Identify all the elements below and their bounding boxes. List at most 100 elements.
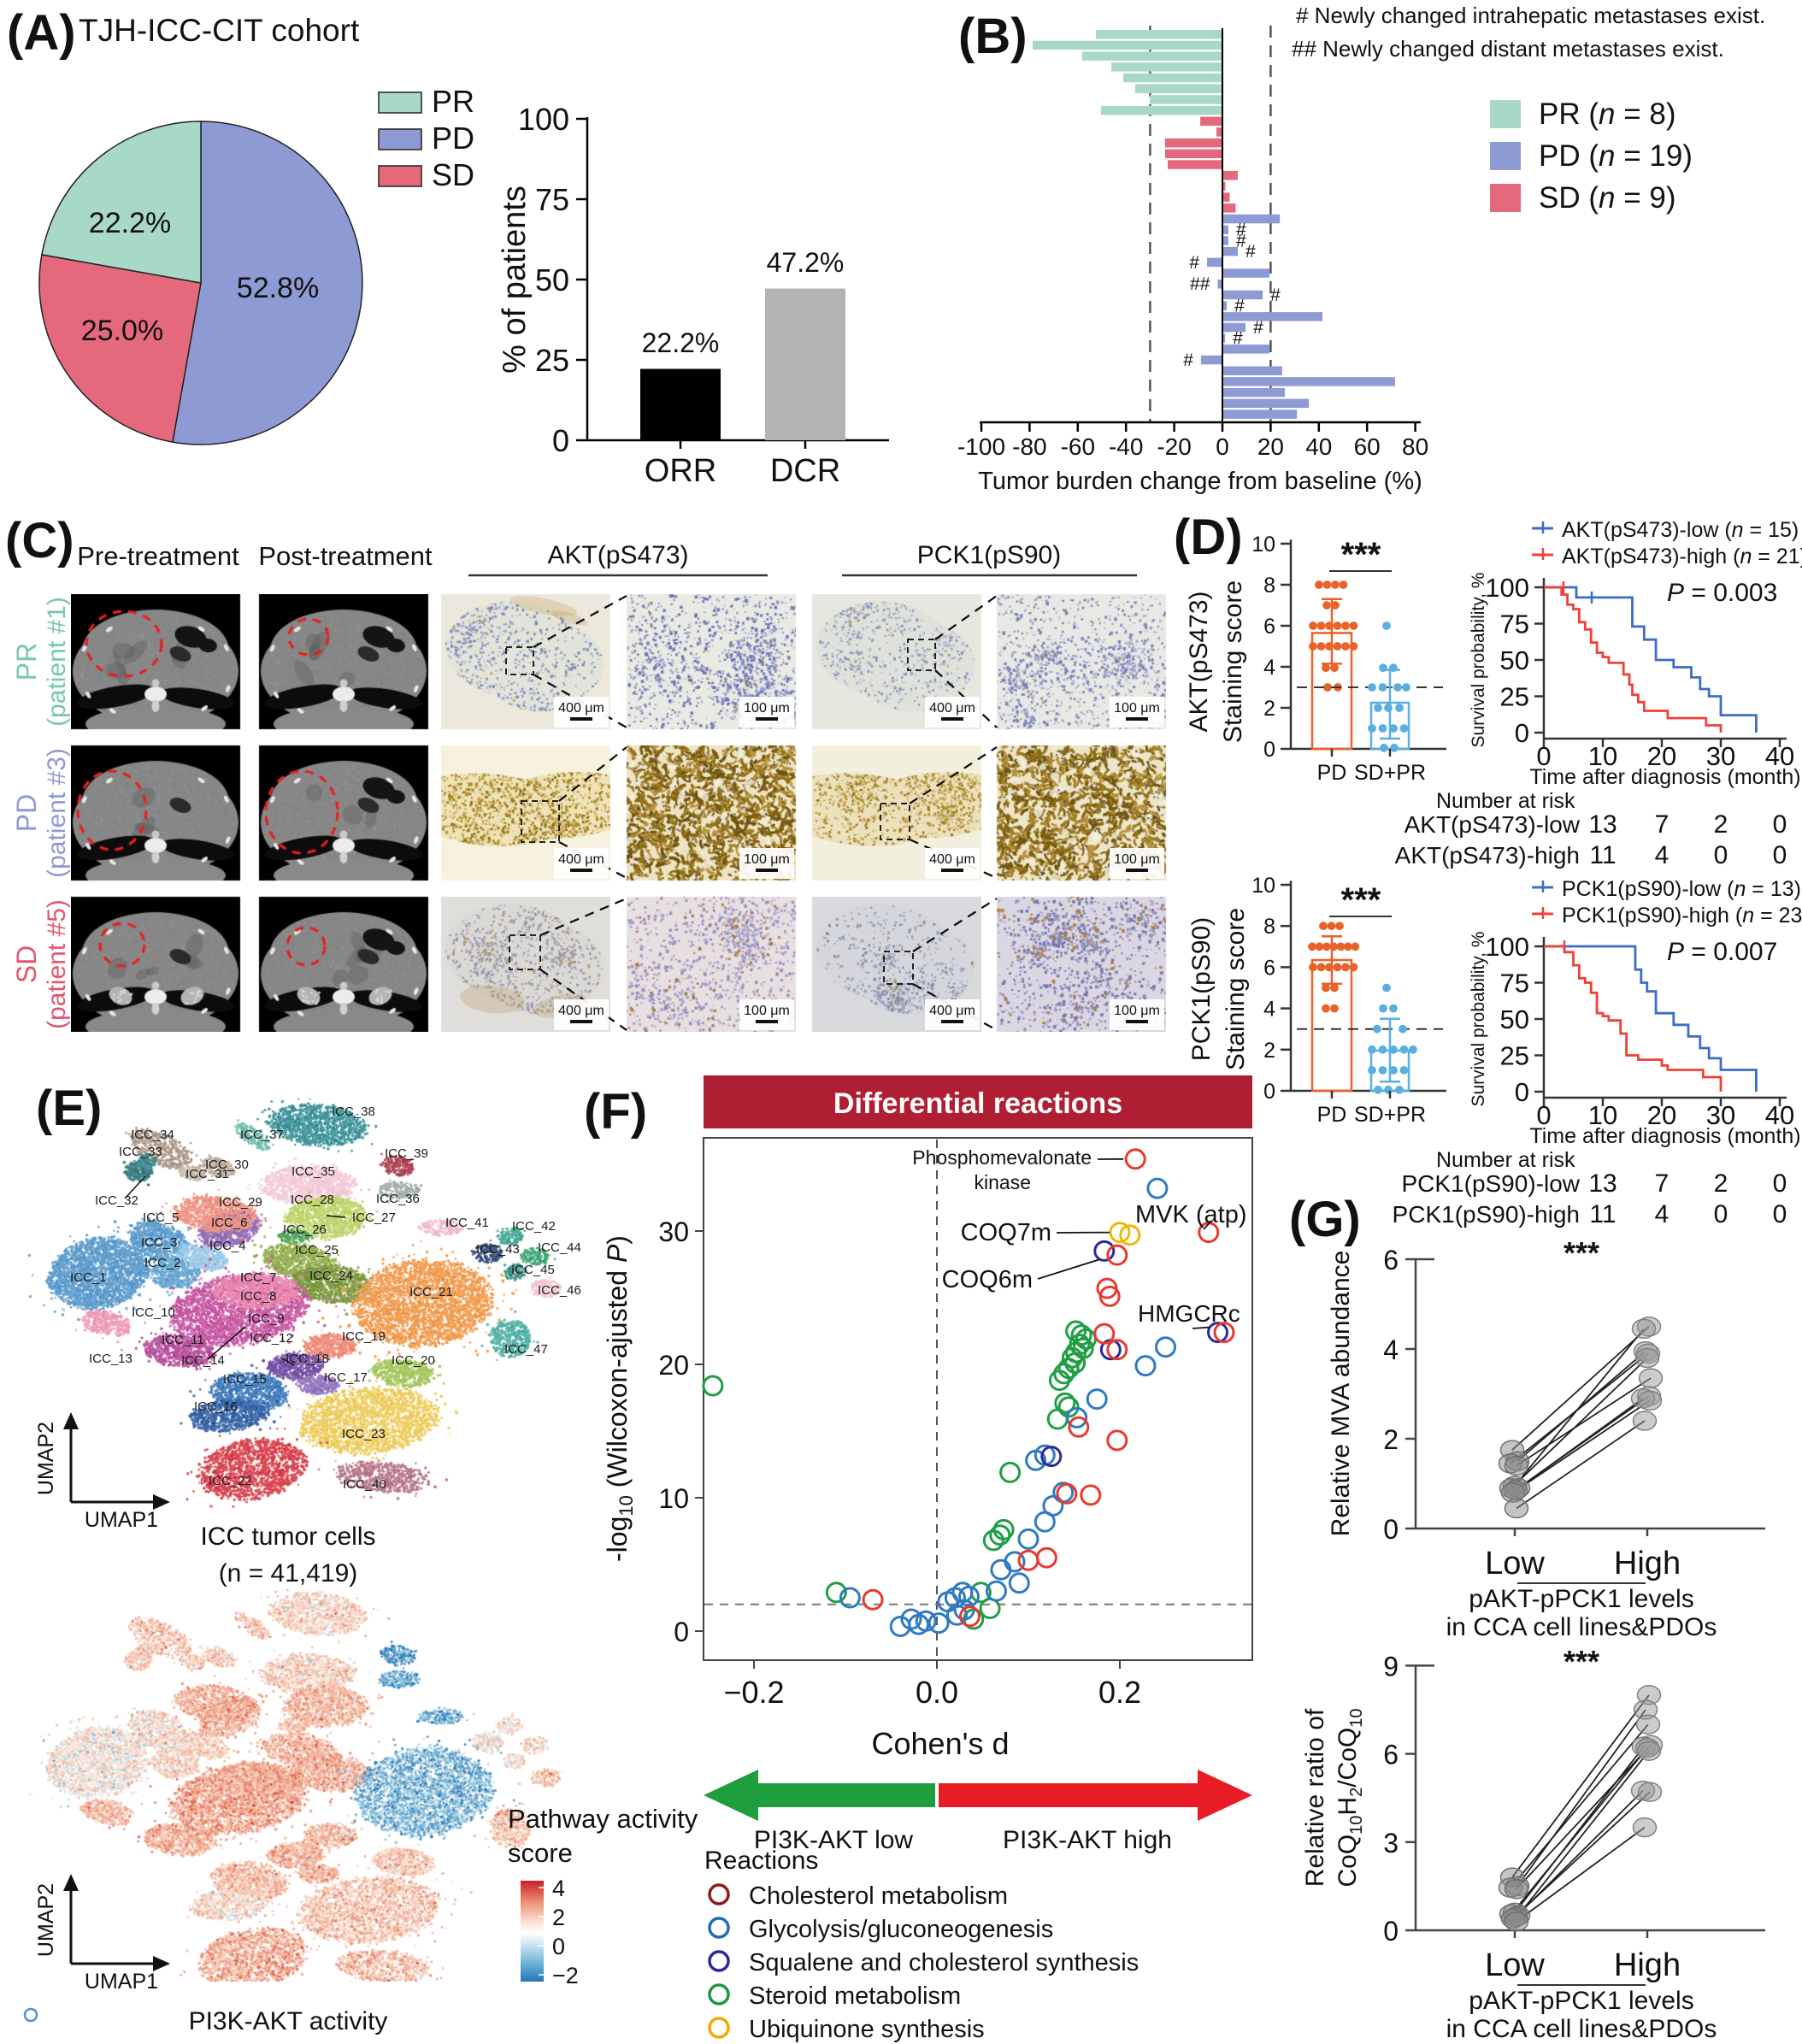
svg-text:UMAP2: UMAP2: [34, 1422, 58, 1495]
svg-text:0: 0: [1515, 718, 1529, 748]
svg-text:10: 10: [1251, 874, 1275, 898]
svg-text:Survival probability, %: Survival probability, %: [1469, 572, 1488, 747]
svg-text:ICC_13: ICC_13: [89, 1352, 132, 1366]
svg-text:PI3K-AKT activity: PI3K-AKT activity: [189, 2007, 388, 2035]
svg-text:-80: -80: [1012, 433, 1046, 460]
svg-text:100 μm: 100 μm: [744, 852, 790, 867]
svg-text:High: High: [1614, 1546, 1681, 1582]
svg-text:#: #: [1270, 286, 1281, 305]
svg-text:6: 6: [1263, 956, 1275, 980]
svg-text:0.0: 0.0: [916, 1675, 958, 1710]
svg-text:400 μm: 400 μm: [558, 701, 604, 716]
svg-text:0: 0: [1714, 841, 1728, 869]
svg-text:13: 13: [1588, 810, 1616, 839]
svg-text:100: 100: [518, 102, 569, 137]
svg-text:4: 4: [1263, 656, 1275, 680]
svg-text:PCK1(pS90): PCK1(pS90): [1187, 917, 1216, 1061]
svg-text:ICC_29: ICC_29: [219, 1195, 262, 1210]
svg-text:(B): (B): [958, 9, 1028, 64]
svg-text:ICC_11: ICC_11: [162, 1333, 204, 1347]
svg-text:DCR: DCR: [770, 453, 840, 489]
svg-text:0: 0: [1773, 841, 1787, 869]
svg-text:9: 9: [1383, 1651, 1399, 1682]
svg-text:ICC_33: ICC_33: [119, 1145, 162, 1159]
svg-text:ICC_7: ICC_7: [240, 1270, 277, 1285]
svg-text:(patient #5): (patient #5): [43, 899, 71, 1029]
svg-text:47.2%: 47.2%: [767, 247, 845, 278]
svg-text:SD+PR: SD+PR: [1354, 761, 1426, 785]
svg-text:400 μm: 400 μm: [929, 852, 975, 867]
svg-text:0: 0: [1536, 1100, 1551, 1130]
svg-text:ICC_20: ICC_20: [392, 1353, 435, 1368]
svg-text:ICC_15: ICC_15: [223, 1372, 267, 1387]
svg-text:(G): (G): [1289, 1192, 1361, 1247]
svg-text:UMAP2: UMAP2: [34, 1883, 58, 1957]
svg-text:100: 100: [1485, 932, 1529, 962]
svg-text:30: 30: [1706, 1100, 1735, 1130]
svg-text:PCK1(pS90)-low: PCK1(pS90)-low: [1401, 1170, 1580, 1197]
svg-text:400 μm: 400 μm: [558, 1004, 604, 1018]
svg-text:PD (n = 19): PD (n = 19): [1539, 139, 1693, 173]
svg-text:ICC_23: ICC_23: [342, 1427, 386, 1441]
svg-text:#: #: [1236, 221, 1246, 240]
svg-text:0: 0: [552, 423, 569, 458]
svg-text:ICC_43: ICC_43: [476, 1242, 520, 1257]
svg-text:2: 2: [1383, 1424, 1399, 1455]
svg-text:ICC_35: ICC_35: [292, 1164, 335, 1179]
svg-text:52.8%: 52.8%: [237, 272, 319, 304]
svg-text:2: 2: [1263, 1039, 1275, 1063]
svg-text:UMAP1: UMAP1: [85, 1970, 158, 1994]
svg-text:ICC_18: ICC_18: [286, 1352, 329, 1366]
svg-text:40: 40: [1305, 433, 1332, 460]
svg-text:10: 10: [1588, 741, 1617, 771]
svg-text:-100: -100: [957, 433, 1005, 460]
svg-text:20: 20: [1257, 433, 1284, 460]
svg-text:Staining score: Staining score: [1219, 580, 1247, 743]
svg-text:MVK (atp): MVK (atp): [1135, 1201, 1247, 1228]
svg-text:0: 0: [1773, 810, 1787, 839]
svg-text:ICC_46: ICC_46: [538, 1283, 581, 1298]
svg-text:P = 0.003: P = 0.003: [1667, 579, 1777, 607]
svg-text:-40: -40: [1109, 433, 1143, 460]
svg-text:-60: -60: [1061, 433, 1095, 460]
svg-text:Relative ratio of: Relative ratio of: [1301, 1708, 1329, 1887]
svg-text:4: 4: [552, 1876, 565, 1901]
svg-text:## Newly changed distant metas: ## Newly changed distant metastases exis…: [1292, 36, 1724, 62]
svg-text:##: ##: [1190, 274, 1210, 294]
svg-text:22.2%: 22.2%: [642, 327, 720, 358]
svg-text:Number at risk: Number at risk: [1436, 789, 1575, 813]
svg-text:ICC_9: ICC_9: [248, 1311, 285, 1326]
svg-text:25: 25: [1500, 682, 1529, 712]
svg-text:PR: PR: [432, 84, 474, 119]
svg-text:Reactions: Reactions: [704, 1847, 818, 1875]
svg-text:Time after diagnosis (month): Time after diagnosis (month): [1529, 765, 1800, 789]
svg-text:ICC_28: ICC_28: [291, 1193, 334, 1207]
svg-text:AKT(pS473): AKT(pS473): [547, 541, 688, 569]
svg-text:UMAP1: UMAP1: [85, 1508, 158, 1532]
svg-text:COQ7m: COQ7m: [961, 1219, 1051, 1246]
svg-text:ICC_39: ICC_39: [385, 1146, 428, 1161]
svg-text:#: #: [1236, 231, 1246, 250]
svg-text:# Newly changed intrahepatic m: # Newly changed intrahepatic metastases …: [1296, 3, 1765, 28]
svg-text:AKT(pS473)-low (n = 15): AKT(pS473)-low (n = 15): [1562, 518, 1799, 542]
svg-text:ICC_34: ICC_34: [131, 1128, 174, 1142]
svg-text:7: 7: [1655, 810, 1670, 839]
svg-text:SD (n = 9): SD (n = 9): [1539, 181, 1675, 215]
svg-text:HMGCRc: HMGCRc: [1138, 1300, 1240, 1327]
svg-text:PD: PD: [432, 121, 474, 156]
svg-text:pAKT-pPCK1 levels: pAKT-pPCK1 levels: [1469, 1585, 1693, 1613]
svg-text:ICC_21: ICC_21: [409, 1285, 453, 1299]
svg-text:0: 0: [1536, 741, 1551, 771]
svg-text:4: 4: [1263, 998, 1275, 1022]
svg-text:8: 8: [1263, 574, 1275, 598]
svg-text:PCK1(pS90)-low (n = 13): PCK1(pS90)-low (n = 13): [1562, 877, 1801, 901]
svg-text:0: 0: [1216, 433, 1229, 460]
svg-text:ICC_5: ICC_5: [143, 1210, 180, 1225]
svg-text:ICC_19: ICC_19: [342, 1329, 386, 1344]
svg-text:PI3K-AKT high: PI3K-AKT high: [1003, 1826, 1172, 1854]
svg-text:ICC_12: ICC_12: [250, 1331, 293, 1346]
svg-text:25.0%: 25.0%: [81, 315, 163, 347]
svg-text:(E): (E): [36, 1081, 102, 1136]
svg-text:ICC_30: ICC_30: [205, 1157, 249, 1172]
svg-text:(D): (D): [1174, 510, 1243, 565]
